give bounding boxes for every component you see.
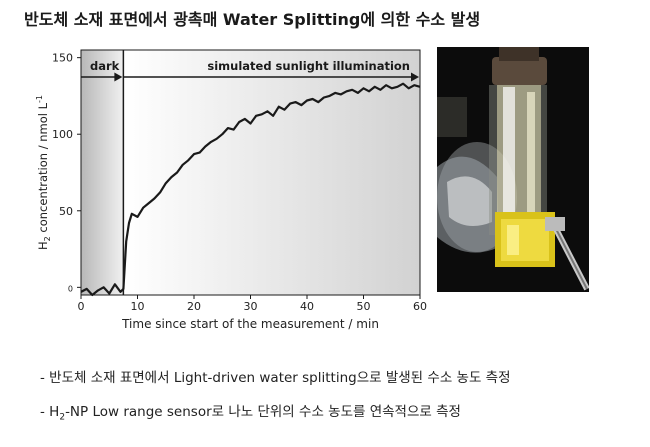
h2-concentration-chart: 0 10 20 30 40 50 60 0 50 100 150 Time since start o… — [35, 49, 427, 331]
x-tick-label: 20 — [187, 300, 201, 313]
x-tick-label: 0 — [78, 300, 85, 313]
note-measurement: - 반도체 소재 표면에서 Light-driven water splitti… — [40, 370, 511, 386]
plot-area — [81, 50, 420, 295]
y-axis-label: H2 concentration / nmol L-1 — [35, 95, 52, 250]
dark-arrow-head — [114, 72, 123, 82]
illumination-arrow-head — [411, 72, 419, 82]
y-tick-label: 50 — [59, 205, 73, 218]
series-line-0 — [80, 82, 421, 297]
y-tick-label: 100 — [52, 128, 73, 141]
x-tick-label: 40 — [300, 300, 314, 313]
x-tick-label: 50 — [357, 300, 371, 313]
y-tick-label: 0 — [68, 284, 73, 293]
photoreactor-photo — [437, 47, 589, 292]
x-tick-label: 30 — [244, 300, 258, 313]
annotation-illumination: simulated sunlight illumination — [207, 59, 410, 73]
dark-region — [81, 50, 124, 295]
x-tick-label: 10 — [131, 300, 145, 313]
x-tick-label: 60 — [413, 300, 427, 313]
x-axis-label: Time since start of the measurement / mi… — [121, 317, 379, 331]
annotation-dark: dark — [90, 59, 120, 73]
y-tick-label: 150 — [52, 52, 73, 65]
note-sensor: - H2-NP Low range sensor로 나노 단위의 수소 농도를 … — [40, 404, 461, 423]
page-title: 반도체 소재 표면에서 광촉매 Water Splitting에 의한 수소 발… — [24, 10, 481, 29]
